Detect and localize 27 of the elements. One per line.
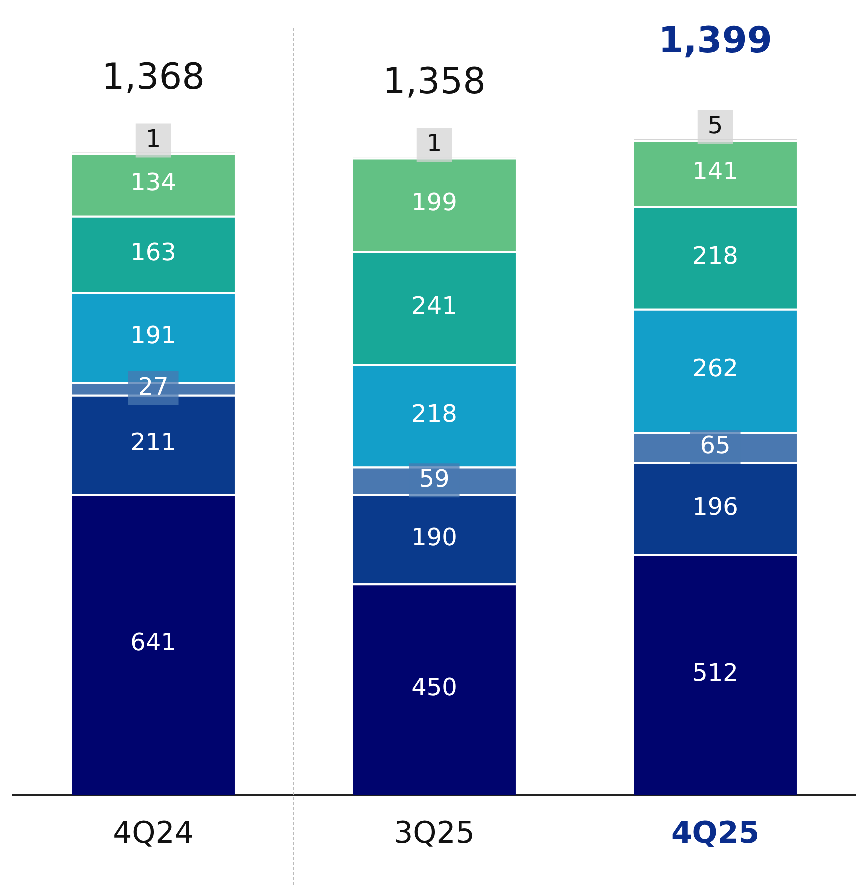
data-label: 1: [426, 130, 442, 158]
x-tick-label: 4Q24: [113, 816, 194, 851]
data-label: 5: [708, 111, 724, 140]
data-label: 196: [692, 492, 738, 521]
data-label: 211: [130, 428, 176, 457]
data-label: 134: [130, 168, 176, 197]
total-label: 1,358: [382, 62, 486, 103]
data-label: 262: [692, 354, 738, 383]
data-label: 27: [138, 372, 169, 401]
data-label: 141: [692, 158, 738, 186]
data-label: 241: [412, 292, 458, 320]
total-label: 1,368: [102, 56, 206, 98]
data-label: 641: [130, 628, 176, 657]
data-label: 199: [412, 188, 458, 217]
x-tick-label: 4Q25: [671, 816, 760, 851]
data-label: 450: [412, 674, 458, 702]
data-label: 218: [412, 400, 458, 428]
data-label: 59: [419, 464, 450, 493]
data-label: 190: [412, 523, 458, 552]
x-tick-label: 3Q25: [394, 816, 475, 851]
data-label: 163: [130, 238, 176, 266]
data-label: 512: [692, 659, 738, 688]
data-label: 191: [130, 322, 176, 350]
data-label: 218: [692, 242, 738, 270]
data-label: 1: [146, 125, 162, 154]
total-label: 1,399: [658, 20, 772, 62]
data-label: 65: [700, 431, 731, 460]
